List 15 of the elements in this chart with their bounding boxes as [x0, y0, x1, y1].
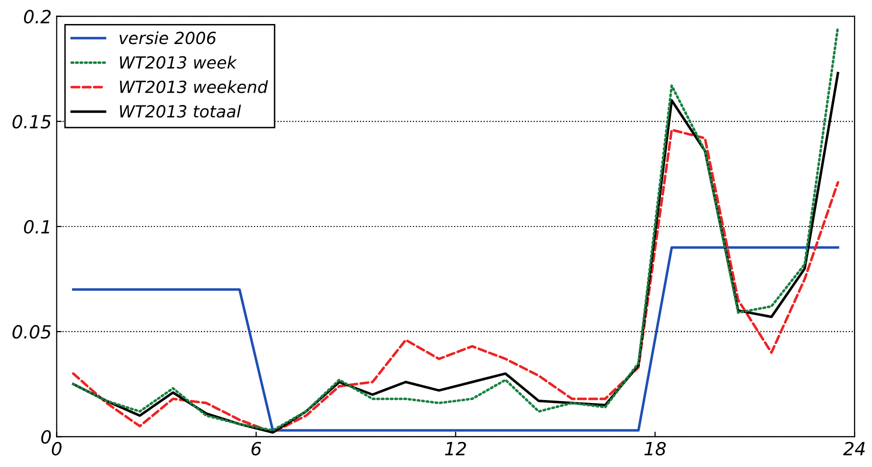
legend-label: WT2013 weekend — [120, 80, 268, 94]
legend-label: versie 2006 — [120, 31, 216, 44]
y-tick-label: 0.15 — [12, 114, 51, 129]
x-tick-label: 0 — [52, 442, 62, 456]
legend-label: WT2013 week — [120, 56, 238, 69]
y-tick-label: 0 — [41, 430, 51, 444]
line-series — [72, 128, 840, 434]
y-tick-label: 0.2 — [24, 10, 51, 24]
x-tick-label: 12 — [445, 442, 466, 456]
x-tick-label: 24 — [843, 442, 865, 456]
x-tick-label: 6 — [252, 442, 262, 456]
legend-label: WT2013 totaal — [120, 104, 241, 118]
y-tick-label: 0.05 — [12, 325, 51, 339]
y-tick-label: 0.1 — [24, 220, 50, 234]
x-tick-label: 18 — [644, 442, 666, 456]
